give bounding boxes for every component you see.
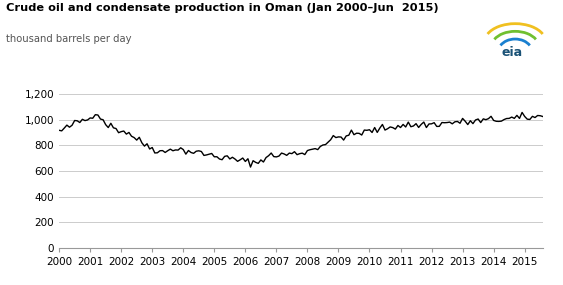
Text: thousand barrels per day: thousand barrels per day <box>6 34 131 44</box>
Text: Crude oil and condensate production in Oman (Jan 2000–Jun  2015): Crude oil and condensate production in O… <box>6 3 438 13</box>
Text: eia: eia <box>501 46 522 59</box>
